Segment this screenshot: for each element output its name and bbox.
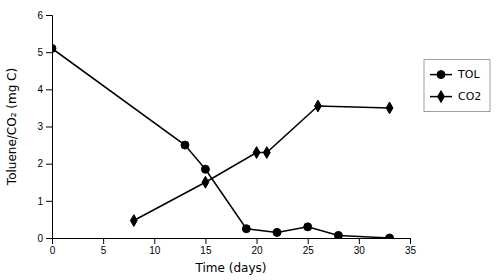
x-axis-line: [53, 239, 411, 245]
x-tick-label: 0: [50, 245, 56, 256]
legend: TOL CO2: [424, 60, 490, 112]
x-tick: 0: [50, 238, 56, 256]
y-tick-mark: [46, 164, 52, 165]
series-line: [134, 106, 390, 220]
x-tick-label: 10: [149, 245, 161, 256]
x-tick-mark: [154, 238, 155, 244]
x-tick-mark: [257, 238, 258, 244]
marks: [52, 44, 394, 238]
y-tick-label: 3: [37, 121, 43, 132]
x-tick-label: 25: [303, 245, 315, 256]
y-axis-title: Toluene/CO₂ (mg C): [5, 68, 19, 186]
point: [202, 176, 209, 188]
x-tick: 5: [101, 238, 107, 256]
y-tick: 6: [37, 10, 52, 21]
x-tick-label: 5: [101, 245, 107, 256]
legend-frame: [424, 60, 490, 112]
point: [242, 225, 250, 233]
chart: 0 5 10 15 20 25 30 35 0 1 2 3 4 5 6 Time (days) Toluene/…: [0, 0, 500, 280]
series: [52, 44, 394, 238]
legend-marker: [437, 71, 445, 79]
y-axis-line: [46, 16, 53, 239]
x-tick-mark: [410, 238, 411, 244]
point: [201, 165, 209, 173]
plot: 0 5 10 15 20 25 30 35 0 1 2 3 4 5 6 Time (days) Toluene/…: [5, 10, 416, 275]
point: [315, 100, 322, 112]
legend-label: TOL: [457, 68, 480, 81]
x-tick-label: 15: [200, 245, 212, 256]
point: [130, 215, 137, 227]
y-tick-label: 4: [37, 84, 43, 95]
y-tick: 5: [37, 47, 52, 58]
y-tick: 0: [37, 233, 52, 244]
x-axis-title: Time (days): [195, 261, 267, 275]
y-tick-label: 1: [37, 196, 43, 207]
x-tick: 35: [405, 238, 417, 256]
y-tick: 1: [37, 196, 52, 207]
x-tick-label: 30: [354, 245, 366, 256]
y-tick-mark: [46, 89, 52, 90]
point: [52, 44, 56, 52]
y-tick-mark: [46, 127, 52, 128]
y-tick-mark: [46, 15, 52, 16]
legend-marker: [438, 91, 445, 103]
series: [130, 100, 393, 226]
point: [386, 102, 393, 114]
point: [273, 228, 281, 236]
y-tick-label: 6: [37, 10, 43, 21]
legend-entry: CO2: [430, 90, 481, 103]
y-tick: 2: [37, 158, 52, 169]
x-tick-mark: [359, 238, 360, 244]
x-tick-mark: [308, 238, 309, 244]
y-tick-mark: [46, 238, 52, 239]
point: [253, 147, 260, 159]
x-tick: 25: [303, 238, 315, 256]
point: [334, 231, 342, 238]
series-line: [52, 48, 390, 238]
legend-label: CO2: [458, 90, 481, 103]
point: [304, 223, 312, 231]
x-tick-mark: [103, 238, 104, 244]
y-tick: 3: [37, 121, 52, 132]
y-tick-label: 0: [37, 233, 43, 244]
legend-entry: TOL: [430, 68, 480, 81]
point: [181, 141, 189, 149]
x-tick: 10: [149, 238, 161, 256]
x-tick-label: 20: [252, 245, 264, 256]
point: [263, 147, 270, 159]
y-tick-mark: [46, 52, 52, 53]
y-axis: 0 1 2 3 4 5 6: [37, 10, 52, 244]
y-tick-label: 2: [37, 158, 43, 169]
x-tick: 20: [252, 238, 264, 256]
x-tick-mark: [205, 238, 206, 244]
point: [386, 234, 394, 238]
x-tick: 30: [354, 238, 366, 256]
y-tick: 4: [37, 84, 52, 95]
y-tick-mark: [46, 201, 52, 202]
x-axis: 0 5 10 15 20 25 30 35: [50, 238, 417, 256]
x-tick-label: 35: [405, 245, 417, 256]
x-tick: 15: [200, 238, 212, 256]
y-tick-label: 5: [37, 47, 43, 58]
